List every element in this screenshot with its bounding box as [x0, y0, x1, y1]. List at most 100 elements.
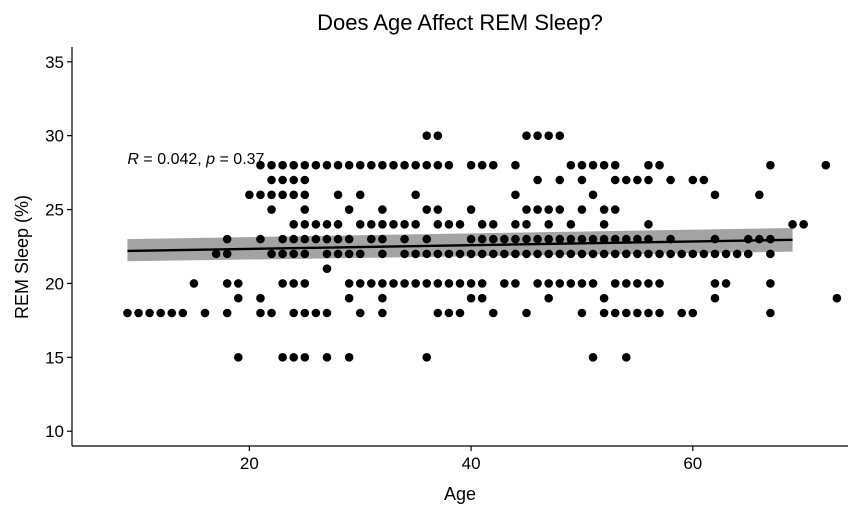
- data-point: [233, 293, 243, 303]
- data-point: [422, 131, 432, 140]
- data-point: [378, 279, 387, 288]
- data-point: [433, 205, 443, 214]
- data-point: [544, 249, 553, 259]
- data-point: [766, 249, 775, 259]
- data-point: [367, 279, 376, 288]
- data-point: [433, 308, 443, 318]
- data-point: [488, 220, 498, 229]
- data-point: [278, 249, 287, 259]
- data-point: [400, 249, 409, 259]
- data-point: [367, 220, 376, 229]
- data-point: [289, 249, 299, 259]
- data-point: [411, 249, 420, 259]
- data-point: [367, 234, 376, 244]
- data-point: [477, 293, 487, 303]
- data-point: [477, 234, 487, 244]
- data-point: [588, 190, 598, 200]
- y-axis-title: REM Sleep (%): [12, 195, 32, 319]
- data-point: [655, 279, 664, 288]
- data-point: [477, 249, 487, 259]
- data-point: [422, 249, 432, 259]
- data-point: [344, 205, 354, 214]
- data-point: [134, 308, 143, 318]
- data-point: [300, 308, 310, 318]
- data-point: [389, 279, 398, 288]
- x-axis-title: Age: [444, 484, 476, 504]
- data-point: [378, 160, 387, 170]
- data-point: [245, 190, 254, 200]
- data-point: [322, 234, 332, 244]
- data-point: [466, 293, 476, 303]
- data-point: [743, 249, 753, 259]
- data-point: [655, 160, 664, 170]
- data-point: [488, 234, 498, 244]
- data-point: [688, 308, 698, 318]
- data-point: [411, 279, 420, 288]
- data-point: [466, 249, 476, 259]
- data-point: [633, 175, 642, 185]
- data-point: [544, 279, 553, 288]
- data-point: [222, 234, 232, 244]
- data-point: [344, 293, 354, 303]
- data-point: [500, 279, 509, 288]
- data-point: [544, 131, 553, 140]
- data-point: [311, 160, 321, 170]
- data-point: [289, 279, 299, 288]
- data-point: [655, 249, 664, 259]
- y-tick-label: 15: [45, 348, 64, 367]
- r-value: = 0.042,: [139, 151, 206, 168]
- data-point: [278, 175, 287, 185]
- data-point: [278, 279, 287, 288]
- data-point: [289, 175, 299, 185]
- data-point: [322, 249, 332, 259]
- data-point: [743, 234, 753, 244]
- y-tick-label: 10: [45, 422, 64, 441]
- data-point: [477, 279, 487, 288]
- data-point: [599, 308, 609, 318]
- data-point: [289, 190, 299, 200]
- data-point: [200, 308, 210, 318]
- data-point: [599, 234, 609, 244]
- data-point: [322, 308, 332, 318]
- data-point: [455, 279, 465, 288]
- data-point: [610, 205, 620, 214]
- data-point: [378, 205, 387, 214]
- data-point: [577, 308, 587, 318]
- data-point: [267, 175, 276, 185]
- data-point: [422, 234, 432, 244]
- data-point: [621, 279, 631, 288]
- data-point: [378, 234, 387, 244]
- data-point: [688, 175, 698, 185]
- data-point: [721, 249, 731, 259]
- data-point: [444, 160, 454, 170]
- data-point: [599, 205, 609, 214]
- data-point: [544, 234, 553, 244]
- data-point: [311, 220, 321, 229]
- data-point: [267, 205, 276, 214]
- data-point: [167, 308, 177, 318]
- data-point: [555, 234, 565, 244]
- data-point: [511, 249, 520, 259]
- data-point: [289, 234, 299, 244]
- data-point: [644, 249, 653, 259]
- data-point: [344, 353, 354, 362]
- data-point: [577, 234, 587, 244]
- data-point: [444, 308, 454, 318]
- data-point: [278, 353, 287, 362]
- data-point: [444, 249, 454, 259]
- data-point: [333, 160, 343, 170]
- data-point: [422, 353, 432, 362]
- data-point: [344, 234, 354, 244]
- data-point: [256, 293, 265, 303]
- data-point: [333, 190, 343, 200]
- data-point: [710, 293, 720, 303]
- data-point: [300, 175, 310, 185]
- data-point: [610, 234, 620, 244]
- data-point: [555, 279, 565, 288]
- data-point: [755, 234, 764, 244]
- data-point: [344, 249, 354, 259]
- data-point: [389, 160, 398, 170]
- data-point: [278, 160, 287, 170]
- data-point: [677, 249, 687, 259]
